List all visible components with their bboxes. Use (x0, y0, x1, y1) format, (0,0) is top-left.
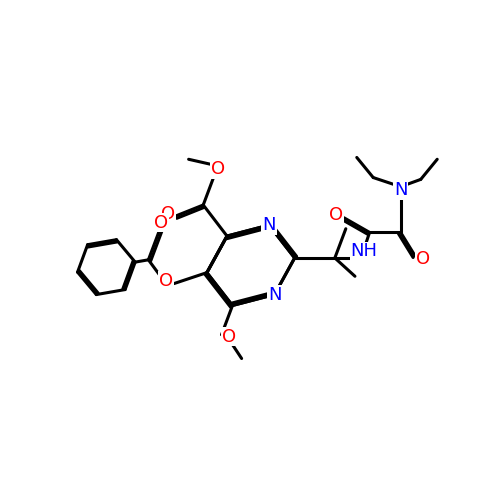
Text: N: N (268, 286, 281, 304)
Text: O: O (154, 214, 168, 232)
Text: O: O (329, 206, 343, 224)
Text: O: O (159, 272, 173, 289)
Text: NH: NH (350, 242, 378, 260)
Text: O: O (211, 160, 225, 178)
Text: O: O (222, 328, 236, 345)
Text: O: O (416, 250, 430, 268)
Text: O: O (160, 205, 175, 223)
Text: N: N (394, 182, 407, 200)
Text: N: N (262, 216, 276, 234)
